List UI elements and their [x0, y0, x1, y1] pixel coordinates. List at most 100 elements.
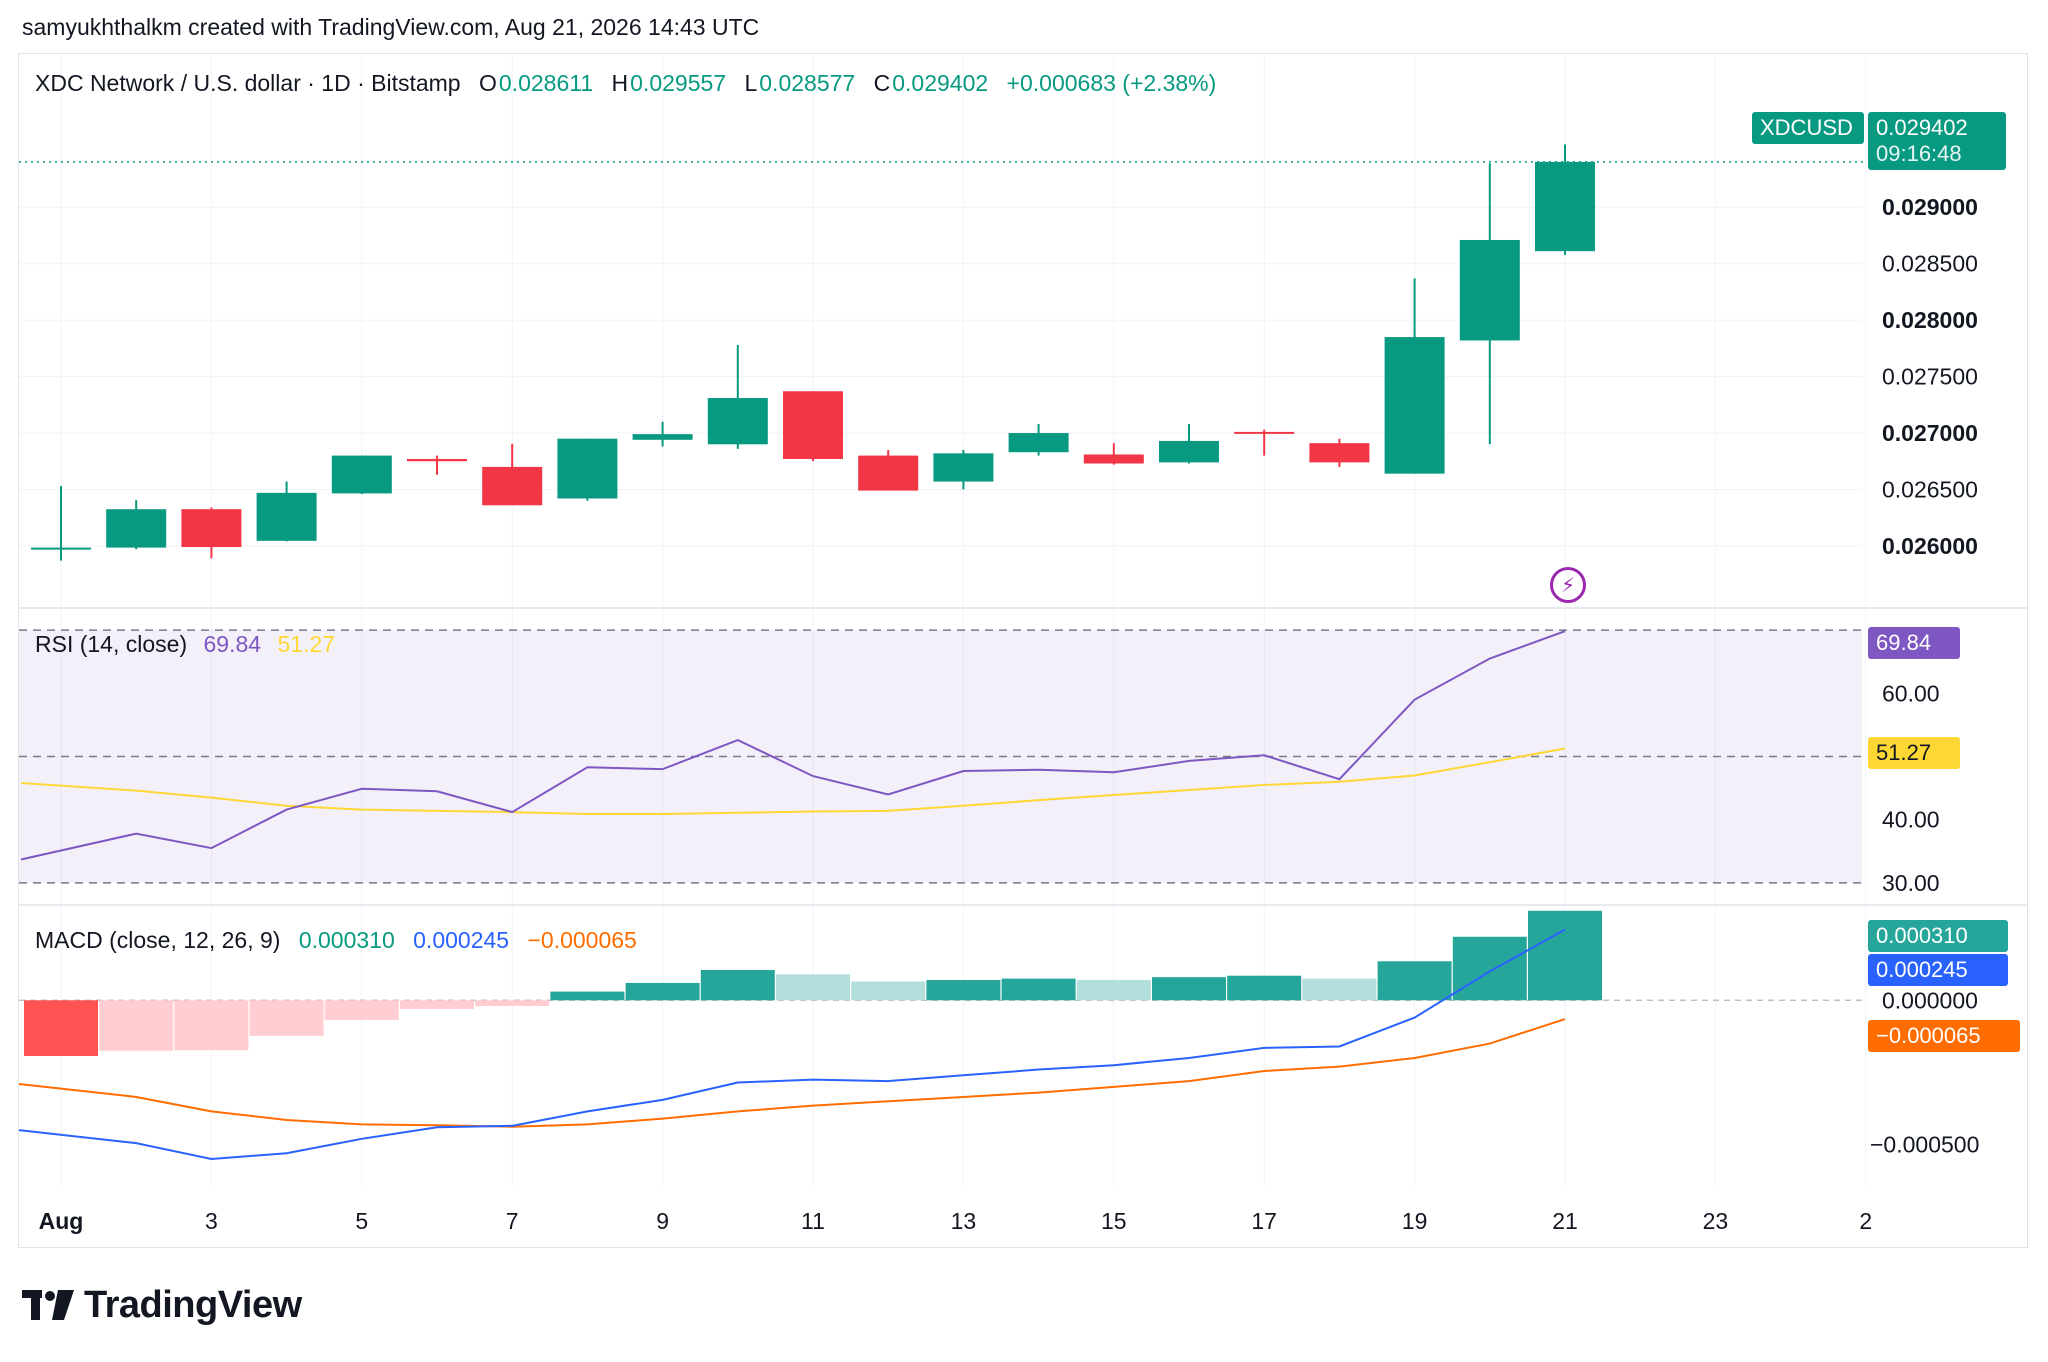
- macd-label[interactable]: MACD (close, 12, 26, 9): [35, 927, 281, 953]
- macd-histogram-bar: [475, 1000, 550, 1007]
- macd-histogram-bar: [1528, 910, 1602, 1001]
- candle-body: [1008, 433, 1069, 453]
- x-axis-tick: 15: [1101, 1208, 1127, 1234]
- rsi-band: [19, 630, 1862, 883]
- x-axis-tick: 3: [205, 1208, 218, 1234]
- price-axis-tick: 0.027500: [1882, 364, 1978, 390]
- close-label: C: [873, 70, 891, 96]
- rsi-axis-tick: 30.00: [1882, 870, 1940, 896]
- candle-body: [256, 492, 317, 541]
- symbol-title[interactable]: XDC Network / U.S. dollar · 1D · Bitstam…: [35, 70, 461, 96]
- candle-body: [1459, 239, 1520, 341]
- candle-body: [31, 547, 91, 550]
- macd-histogram-bar: [700, 969, 775, 1001]
- candle-body: [407, 458, 467, 462]
- price-axis-tick: 0.026000: [1882, 533, 1978, 559]
- signal-tag: 0.000245: [1868, 954, 2008, 986]
- logo-text: TradingView: [84, 1283, 302, 1326]
- macd-histogram-bar: [926, 980, 1001, 1001]
- x-axis-tick: 9: [656, 1208, 669, 1234]
- macd-line: [18, 928, 1566, 1161]
- macd-legend: MACD (close, 12, 26, 9) 0.000310 0.00024…: [35, 927, 639, 954]
- x-axis-tick: 13: [951, 1208, 977, 1234]
- candle-body: [482, 466, 543, 506]
- macd-axis-tick: −0.000500: [1870, 1132, 1979, 1158]
- macd-histogram-bar: [851, 981, 926, 1001]
- price-axis-tick: 0.028500: [1882, 251, 1978, 277]
- x-axis-tick: 5: [355, 1208, 368, 1234]
- macd-histogram-bar: [625, 982, 700, 1001]
- x-axis-tick: 21: [1552, 1208, 1578, 1234]
- tradingview-logo[interactable]: TradingView: [22, 1283, 302, 1327]
- price-axis-tick: 0.027000: [1882, 420, 1978, 446]
- price-axis-tick: 0.028000: [1882, 307, 1978, 333]
- open-value: 0.028611: [498, 70, 594, 96]
- rsi-pane: [19, 629, 1862, 884]
- macd-histogram-bar: [400, 1000, 474, 1009]
- last-price-value: 0.029402: [1876, 115, 1968, 140]
- macd-line-legend-value: 0.000245: [413, 927, 510, 953]
- macd-pane: [18, 910, 1862, 1161]
- low-label: L: [744, 70, 758, 96]
- macd-histogram-bar: [174, 1000, 249, 1051]
- countdown-value: 09:16:48: [1876, 141, 1962, 166]
- x-axis-tick: 2: [1859, 1208, 1872, 1234]
- x-axis-tick: 7: [506, 1208, 519, 1234]
- candle-body: [1159, 440, 1219, 463]
- change-value: +0.000683 (+2.38%): [1006, 70, 1217, 96]
- rsi-line: [20, 630, 1566, 861]
- macd-signal-line: [18, 1018, 1566, 1128]
- macd-histogram-bar: [1302, 978, 1377, 1001]
- high-value: 0.029557: [630, 70, 727, 96]
- rsi-value-tag: 69.84: [1868, 627, 1960, 659]
- symbol-tag: XDCUSD: [1752, 112, 1864, 144]
- macd-axis-tick: 0.000000: [1882, 987, 1978, 1013]
- x-axis-tick: 11: [801, 1208, 825, 1234]
- macd-tag: 0.000310: [1868, 920, 2008, 952]
- x-axis-tick: 19: [1402, 1208, 1428, 1234]
- macd-histogram-bar: [1001, 978, 1076, 1001]
- low-value: 0.028577: [759, 70, 856, 96]
- candle-body: [106, 509, 167, 548]
- chart-frame: [18, 53, 2028, 1248]
- macd-histogram-bar: [1152, 977, 1226, 1001]
- macd-histogram-bar: [1227, 975, 1302, 1001]
- symbol-legend: XDC Network / U.S. dollar · 1D · Bitstam…: [35, 70, 1218, 97]
- candle-body: [858, 455, 919, 491]
- rsi-ma-tag: 51.27: [1868, 737, 1960, 769]
- macd-histogram-bar: [249, 1000, 324, 1036]
- candle-body: [707, 398, 768, 445]
- candle-body: [1083, 454, 1144, 464]
- close-value: 0.029402: [892, 70, 989, 96]
- rsi-label[interactable]: RSI (14, close): [35, 631, 188, 657]
- candle-body: [1384, 337, 1445, 474]
- macd-histogram-bar: [324, 1000, 399, 1020]
- candle-body: [557, 438, 618, 499]
- rsi-ma-line: [20, 747, 1566, 816]
- axis-layer: 0.029000 0.028500 0.028000 0.027500 0.027000…: [39, 194, 1980, 1234]
- macd-histogram-bar: [1377, 961, 1452, 1001]
- candle-body: [783, 391, 843, 459]
- candle-body: [1535, 161, 1595, 252]
- macd-histogram-bar: [24, 1000, 98, 1056]
- hist-tag: −0.000065: [1868, 1020, 2020, 1052]
- macd-histogram-bar: [776, 974, 850, 1001]
- candle-body: [331, 455, 392, 494]
- x-axis-tick: Aug: [39, 1208, 84, 1234]
- rsi-legend: RSI (14, close) 69.84 51.27: [35, 631, 337, 658]
- price-axis-tick: 0.026500: [1882, 476, 1978, 502]
- candle-body: [1309, 443, 1370, 463]
- tradingview-mark-icon: [22, 1290, 74, 1320]
- candle-body: [1234, 431, 1295, 434]
- high-label: H: [611, 70, 629, 96]
- lightning-icon[interactable]: ⚡: [1550, 567, 1586, 603]
- rsi-value: 69.84: [203, 631, 262, 657]
- x-axis-tick: 23: [1703, 1208, 1729, 1234]
- candle-body: [933, 453, 994, 482]
- x-axis-tick: 17: [1251, 1208, 1277, 1234]
- macd-signal-legend-value: −0.000065: [527, 927, 637, 953]
- price-axis-tick: 0.029000: [1882, 194, 1978, 220]
- rsi-axis-tick: 60.00: [1882, 680, 1940, 706]
- price-pane: [19, 144, 1866, 561]
